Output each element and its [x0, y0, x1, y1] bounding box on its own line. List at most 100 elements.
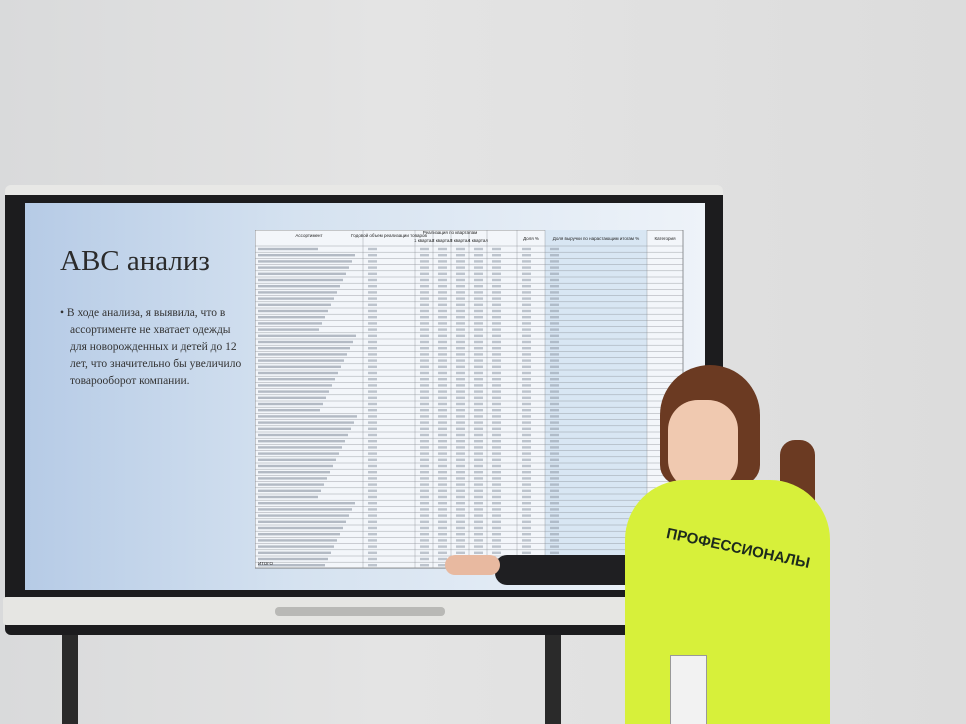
cell-text-blur [492, 260, 501, 263]
cell-text-blur [438, 564, 447, 567]
cell-text-blur [420, 334, 429, 337]
cell-text-blur [550, 359, 559, 362]
cell-text-blur [492, 483, 501, 486]
cell-text-blur [438, 340, 447, 344]
cell-text-blur [474, 483, 483, 486]
cell-text-blur [550, 347, 559, 350]
cell-text-blur [438, 359, 447, 362]
cell-text-blur [456, 278, 465, 282]
cell-text-blur [368, 526, 377, 530]
cell-text-blur [550, 427, 559, 430]
cell-text-blur [420, 495, 429, 499]
cell-text-blur [550, 390, 559, 393]
cell-text-blur [550, 502, 559, 505]
cell-text-blur [258, 557, 328, 561]
cell-text-blur [368, 247, 377, 251]
table-header: Доля % [523, 236, 539, 241]
cell-text-blur [474, 322, 483, 325]
cell-text-blur [438, 285, 447, 288]
cell-text-blur [492, 551, 501, 554]
cell-text-blur [368, 390, 377, 393]
cell-text-blur [368, 502, 377, 505]
cell-text-blur [550, 483, 559, 486]
cell-text-blur [522, 415, 531, 418]
cell-text-blur [420, 328, 429, 331]
table: Ассортимент Годовой объем реализации това… [255, 230, 684, 569]
cell-text-blur [368, 309, 377, 313]
cell-text-blur [522, 353, 531, 356]
cell-text-blur [368, 564, 377, 567]
cell-text-blur [492, 452, 501, 455]
cell-text-blur [456, 297, 465, 300]
cell-text-blur [456, 266, 465, 269]
cell-text-blur [438, 446, 447, 449]
cell-text-blur [522, 458, 531, 461]
cell-text-blur [368, 557, 377, 561]
cell-text-blur [456, 396, 465, 399]
cell-text-blur [420, 309, 429, 313]
cell-text-blur [368, 495, 377, 499]
cell-text-blur [368, 297, 377, 300]
cell-text-blur [438, 316, 447, 319]
cell-text-blur [438, 378, 447, 381]
cell-text-blur [456, 415, 465, 418]
cell-text-blur [550, 446, 559, 449]
cell-text-blur [474, 427, 483, 430]
cell-text-blur [492, 415, 501, 418]
table-column-fill [545, 230, 647, 568]
cell-text-blur [474, 495, 483, 499]
cell-text-blur [522, 452, 531, 455]
cell-text-blur [550, 322, 559, 325]
cell-text-blur [550, 272, 559, 275]
cell-text-blur [438, 353, 447, 356]
cell-text-blur [438, 458, 447, 461]
cell-text-blur [438, 347, 447, 350]
cell-text-blur [474, 452, 483, 455]
cell-text-blur [474, 384, 483, 387]
cell-text-blur [474, 254, 483, 257]
cell-text-blur [492, 533, 501, 536]
cell-text-blur [420, 384, 429, 387]
cell-text-blur [550, 402, 559, 406]
cell-text-blur [420, 539, 429, 542]
cell-text-blur [368, 322, 377, 325]
cell-text-blur [522, 526, 531, 530]
cell-text-blur [258, 266, 349, 269]
cell-text-blur [456, 291, 465, 294]
cell-text-blur [368, 471, 377, 474]
hand [445, 555, 500, 575]
cell-text-blur [474, 371, 483, 375]
cell-text-blur [474, 508, 483, 511]
cell-text-blur [420, 452, 429, 455]
cell-text-blur [492, 371, 501, 375]
cell-text-blur [258, 340, 353, 344]
cell-text-blur [492, 502, 501, 505]
cell-text-blur [456, 446, 465, 449]
cell-text-blur [474, 285, 483, 288]
cell-text-blur [258, 433, 348, 437]
cell-text-blur [456, 483, 465, 486]
cell-text-blur [368, 396, 377, 399]
cell-text-blur [258, 285, 340, 288]
cell-text-blur [474, 278, 483, 282]
cell-text-blur [492, 378, 501, 381]
table-header: 2 квартал [432, 238, 452, 243]
cell-text-blur [522, 309, 531, 313]
cell-text-blur [474, 446, 483, 449]
cell-text-blur [522, 483, 531, 486]
arm [495, 555, 645, 585]
cell-text-blur [420, 564, 429, 567]
cell-text-blur [456, 526, 465, 530]
cell-text-blur [474, 402, 483, 406]
cell-text-blur [258, 477, 327, 480]
cell-text-blur [522, 316, 531, 319]
cell-text-blur [550, 421, 559, 424]
table-header: Реализация по кварталам [423, 230, 477, 235]
cell-text-blur [368, 433, 377, 437]
cell-text-blur [492, 539, 501, 542]
table-header: 1 квартал [414, 238, 434, 243]
cell-text-blur [492, 316, 501, 319]
cell-text-blur [522, 471, 531, 474]
cell-text-blur [550, 396, 559, 399]
cell-text-blur [474, 502, 483, 505]
